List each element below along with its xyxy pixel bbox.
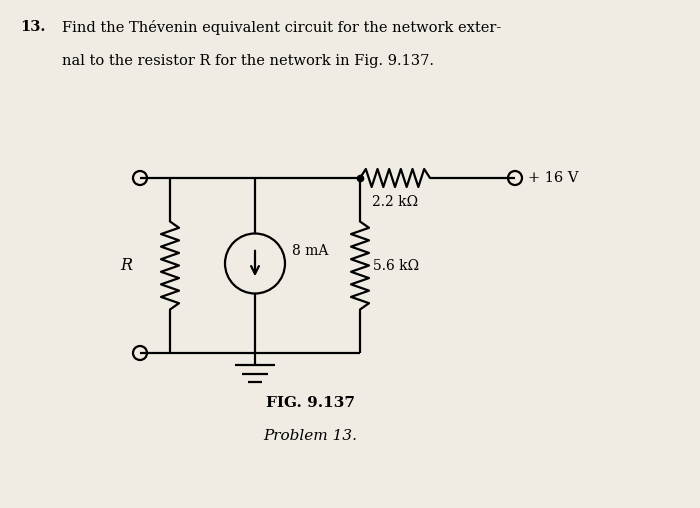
Text: Find the Thévenin equivalent circuit for the network exter-: Find the Thévenin equivalent circuit for… <box>62 20 501 35</box>
Text: + 16 V: + 16 V <box>528 171 578 185</box>
Text: Problem 13.: Problem 13. <box>263 429 357 443</box>
Text: FIG. 9.137: FIG. 9.137 <box>265 396 354 410</box>
Text: 8 mA: 8 mA <box>292 243 328 258</box>
Text: R: R <box>120 257 132 274</box>
Text: 2.2 kΩ: 2.2 kΩ <box>372 195 418 209</box>
Text: 5.6 kΩ: 5.6 kΩ <box>373 259 419 272</box>
Text: 13.: 13. <box>20 20 46 34</box>
Text: nal to the resistor ​R for the network in Fig. 9.137.: nal to the resistor ​R for the network i… <box>62 54 434 68</box>
